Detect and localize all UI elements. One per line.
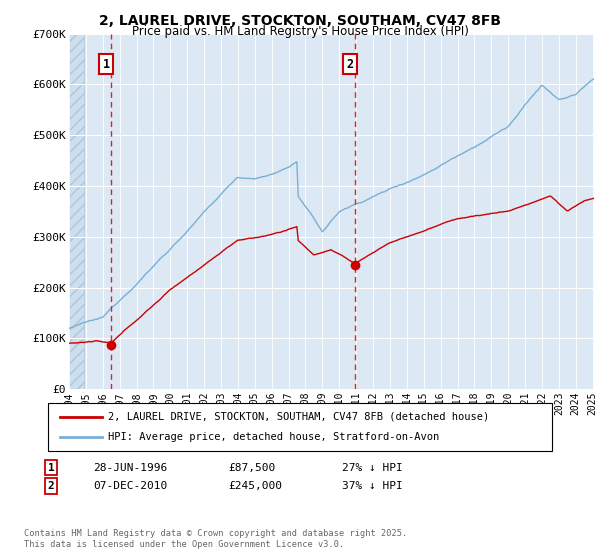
Text: 1: 1 bbox=[47, 463, 55, 473]
Text: HPI: Average price, detached house, Stratford-on-Avon: HPI: Average price, detached house, Stra… bbox=[108, 432, 439, 442]
Text: 27% ↓ HPI: 27% ↓ HPI bbox=[342, 463, 403, 473]
Text: 37% ↓ HPI: 37% ↓ HPI bbox=[342, 481, 403, 491]
Text: 28-JUN-1996: 28-JUN-1996 bbox=[93, 463, 167, 473]
Text: 2: 2 bbox=[47, 481, 55, 491]
Bar bbox=[69, 34, 84, 389]
Text: 07-DEC-2010: 07-DEC-2010 bbox=[93, 481, 167, 491]
Text: This data is licensed under the Open Government Licence v3.0.: This data is licensed under the Open Gov… bbox=[24, 540, 344, 549]
Text: 2, LAUREL DRIVE, STOCKTON, SOUTHAM, CV47 8FB: 2, LAUREL DRIVE, STOCKTON, SOUTHAM, CV47… bbox=[99, 14, 501, 28]
Text: £245,000: £245,000 bbox=[228, 481, 282, 491]
Text: 2, LAUREL DRIVE, STOCKTON, SOUTHAM, CV47 8FB (detached house): 2, LAUREL DRIVE, STOCKTON, SOUTHAM, CV47… bbox=[108, 412, 489, 422]
Text: £87,500: £87,500 bbox=[228, 463, 275, 473]
Text: Contains HM Land Registry data © Crown copyright and database right 2025.: Contains HM Land Registry data © Crown c… bbox=[24, 529, 407, 538]
Text: Price paid vs. HM Land Registry's House Price Index (HPI): Price paid vs. HM Land Registry's House … bbox=[131, 25, 469, 38]
Text: 2: 2 bbox=[346, 58, 353, 71]
Text: 1: 1 bbox=[103, 58, 110, 71]
